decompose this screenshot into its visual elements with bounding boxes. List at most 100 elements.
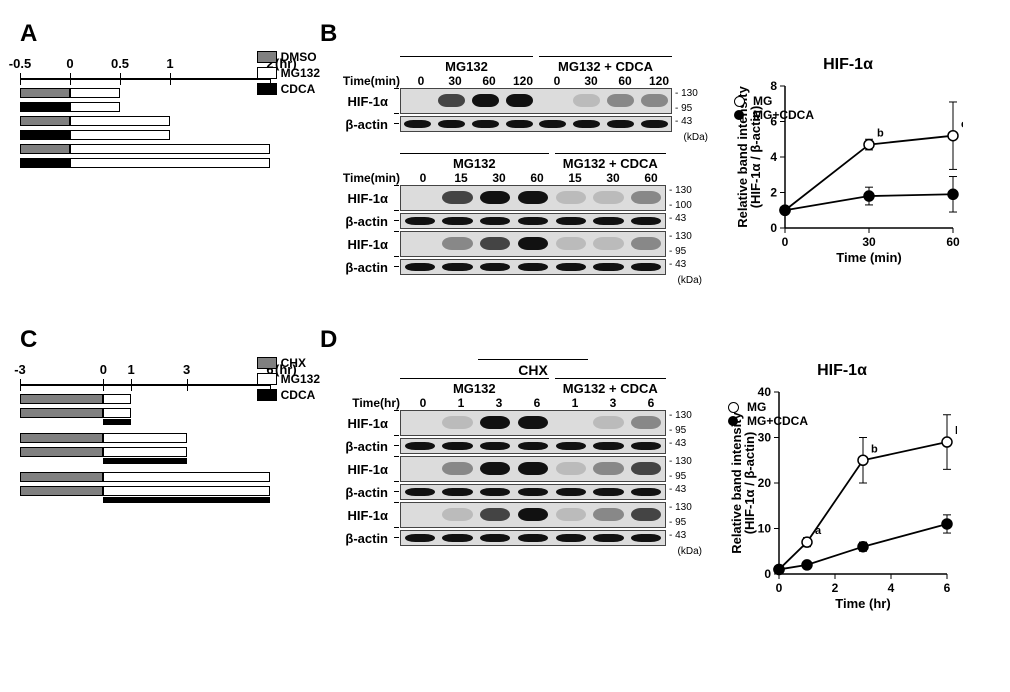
panel-d: D CHXMG132MG132 + CDCATime(hr)0136136HIF…: [320, 326, 990, 612]
timeline-bar-row: [20, 472, 300, 482]
blot-band: [439, 457, 477, 481]
panel-b: B MG132MG132 + CDCATime(min)030601200306…: [320, 20, 990, 296]
blot-band: [627, 531, 665, 545]
blot-band: [536, 117, 570, 131]
timeline-bar-row: [20, 158, 300, 168]
timeline-seg-mg: [103, 394, 131, 404]
timeline-bar-row: [20, 497, 300, 507]
timeline-bar-row: [20, 419, 300, 429]
blot-band: [627, 260, 665, 274]
legend-swatch: [257, 67, 277, 79]
blot-time-value: 120: [642, 74, 676, 88]
timeline-bar-row: [20, 144, 300, 154]
blot-band: [435, 117, 469, 131]
blot-strip: [400, 438, 666, 454]
timeline-seg-mg: [70, 88, 120, 98]
timeline-seg-chx: [20, 433, 103, 443]
svg-text:Relative band intensity(HIF-1α: Relative band intensity(HIF-1α / β-actin…: [729, 411, 757, 553]
svg-text:8: 8: [770, 79, 777, 93]
timeline-seg-dmso: [20, 88, 70, 98]
blot-band: [514, 439, 552, 453]
timeline-bar-row: [20, 486, 300, 496]
svg-text:b: b: [871, 443, 878, 455]
blot-band: [514, 260, 552, 274]
blot-band: [439, 531, 477, 545]
axis-tick-label: 0: [66, 56, 73, 71]
blot-strip: [400, 213, 666, 229]
blot-band: [514, 232, 552, 256]
blot-time-value: 30: [480, 171, 518, 185]
panel-d-legend-mg-cdca: MG+CDCA: [723, 414, 808, 428]
blot-time-label: Time(min): [320, 171, 404, 185]
blot-row: β-actin43: [320, 484, 702, 500]
svg-text:0: 0: [770, 221, 777, 235]
legend-label: CDCA: [281, 388, 316, 402]
svg-text:e: e: [961, 119, 963, 131]
blot-time-value: 60: [518, 171, 556, 185]
blot-row-label: HIF-1α: [320, 94, 394, 109]
blot-row: HIF-1α13095: [320, 231, 708, 257]
blot-band: [514, 485, 552, 499]
timeline-seg-mg: [70, 116, 170, 126]
timeline-seg-mg: [70, 144, 270, 154]
panel-c-legend: CHXMG132CDCA: [257, 356, 320, 404]
blot-band: [627, 457, 665, 481]
blot-band: [401, 411, 439, 435]
blot-band: [552, 503, 590, 527]
timeline-seg-dmso: [20, 144, 70, 154]
panel-b-label: B: [320, 20, 990, 48]
panel-d-blots: CHXMG132MG132 + CDCATime(hr)0136136HIF-1…: [320, 362, 702, 612]
timeline-seg-chx: [20, 394, 103, 404]
kda-label: (kDa): [320, 275, 702, 286]
blot-band: [401, 503, 439, 527]
mw-marker: 130: [669, 231, 692, 242]
panel-d-graph: HIF-1α MG MG+CDCA 0102030400246Time (hr)…: [727, 362, 957, 612]
mw-marker: 95: [669, 517, 692, 528]
blot-group-label: MG132 + CDCA: [539, 56, 672, 74]
blot-band: [439, 411, 477, 435]
blot-band: [604, 117, 638, 131]
timeline-seg-mg: [103, 472, 270, 482]
timeline-seg-chx: [20, 486, 103, 496]
blot-band: [552, 457, 590, 481]
timeline-seg-mg: [103, 433, 186, 443]
blot-band: [627, 503, 665, 527]
blot-row: HIF-1α130100: [320, 185, 708, 211]
mw-marker: 43: [669, 438, 686, 449]
timeline-seg-mg: [70, 158, 270, 168]
blot-band: [514, 186, 552, 210]
blot-band: [401, 186, 439, 210]
blot-band: [590, 531, 628, 545]
axis-tick-label: -0.5: [9, 56, 31, 71]
svg-text:4: 4: [770, 150, 777, 164]
kda-label: (kDa): [320, 132, 708, 143]
blot-strip: [400, 410, 666, 436]
blot-band: [476, 260, 514, 274]
blot-band: [439, 485, 477, 499]
svg-text:30: 30: [862, 235, 876, 249]
blot-row-label: β-actin: [320, 485, 394, 500]
timeline-bar-row: [20, 408, 300, 418]
blot-band: [552, 531, 590, 545]
timeline-bar-row: [20, 130, 300, 140]
timeline-seg-mg: [70, 130, 170, 140]
svg-text:Time (hr): Time (hr): [835, 596, 890, 611]
axis-tick-label: 0.5: [111, 56, 129, 71]
blot-band: [439, 232, 477, 256]
blot-band: [637, 117, 671, 131]
blot-strip: [400, 530, 666, 546]
blot-time-value: 30: [594, 171, 632, 185]
blot-band: [502, 117, 536, 131]
blot-band: [435, 89, 469, 113]
blot-band: [627, 186, 665, 210]
mw-marker: 43: [675, 116, 692, 127]
legend-label: CDCA: [281, 82, 316, 96]
panel-b-legend-mg-cdca: MG+CDCA: [729, 108, 814, 122]
blot-band: [401, 260, 439, 274]
blot-row: β-actin43: [320, 438, 702, 454]
blot-band: [590, 485, 628, 499]
blot-band: [401, 485, 439, 499]
timeline-seg-cdca: [20, 158, 70, 168]
blot-block: CHXMG132MG132 + CDCATime(hr)0136136HIF-1…: [320, 362, 702, 557]
blot-row: HIF-1α13095: [320, 410, 702, 436]
